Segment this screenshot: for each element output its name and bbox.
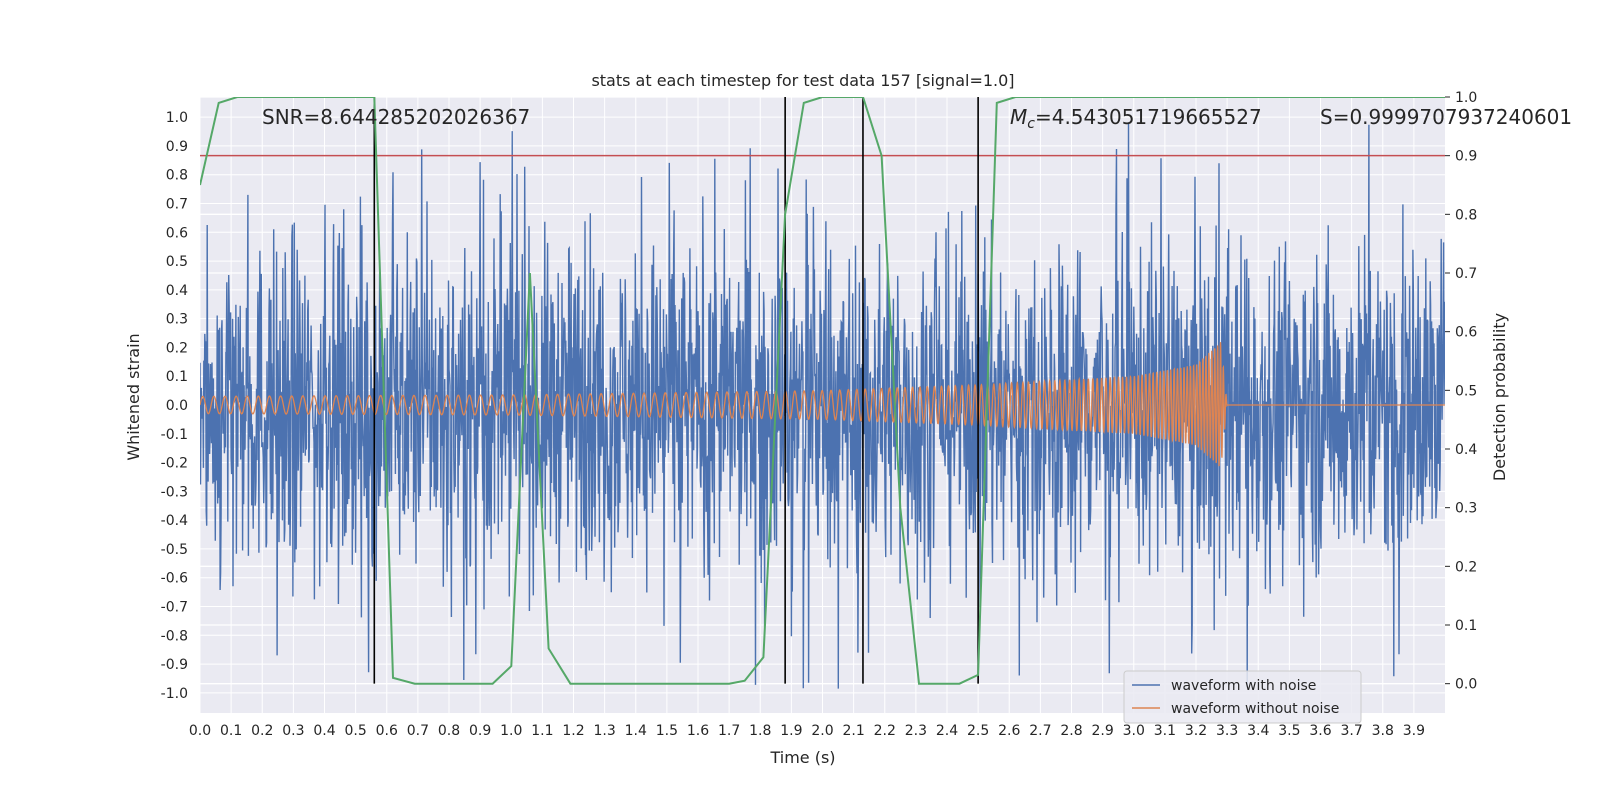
- y-tick-label: -0.3: [161, 484, 188, 500]
- s-annotation: S=0.9999707937240601: [1320, 105, 1572, 129]
- x-tick-label: 1.7: [718, 723, 740, 739]
- x-tick-label: 0.9: [469, 723, 491, 739]
- y2-tick-label: 0.9: [1455, 149, 1477, 165]
- x-tick-label: 0.8: [438, 723, 460, 739]
- series-line-waveform-without-noise: [200, 342, 1445, 467]
- x-tick-label: 0.2: [251, 723, 273, 739]
- x-tick-label: 3.8: [1372, 723, 1394, 739]
- x-tick-label: 0.1: [220, 723, 242, 739]
- y-tick-label: 0.7: [166, 197, 188, 213]
- mc-value: =4.543051719665527: [1035, 105, 1262, 129]
- series-line-waveform-with-noise: [200, 122, 1445, 689]
- legend-box: [1123, 670, 1362, 724]
- snr-annotation: SNR=8.644285202026367: [262, 105, 530, 129]
- y2-tick-label: 0.1: [1455, 618, 1477, 634]
- x-tick-label: 0.5: [344, 723, 366, 739]
- chart-title: stats at each timestep for test data 157…: [591, 71, 1014, 90]
- legend: waveform with noise waveform without noi…: [1123, 670, 1362, 724]
- x-tick-label: 0.3: [282, 723, 304, 739]
- y-tick-label: -0.9: [161, 657, 188, 673]
- x-tick-label: 2.5: [967, 723, 989, 739]
- y2-axis-ticks: 1.0 0.9 0.8 0.7 0.6 0.5 0.4 0.3 0.2 0.1 0.0: [1445, 90, 1477, 693]
- x-tick-label: 1.1: [531, 723, 553, 739]
- x-tick-label: 3.6: [1309, 723, 1331, 739]
- x-tick-label: 3.0: [1123, 723, 1145, 739]
- y-tick-label: 1.0: [166, 110, 188, 126]
- y2-tick-label: 0.7: [1455, 266, 1477, 282]
- x-tick-label: 1.6: [687, 723, 709, 739]
- y-tick-label: -0.8: [161, 628, 188, 644]
- y-tick-label: 0.6: [166, 225, 188, 241]
- x-tick-label: 2.4: [936, 723, 958, 739]
- y2-tick-label: 1.0: [1455, 90, 1477, 106]
- x-tick-label: 3.9: [1403, 723, 1425, 739]
- y2-tick-label: 0.4: [1455, 442, 1477, 458]
- y-tick-label: -1.0: [161, 686, 188, 702]
- x-tick-label: 3.5: [1278, 723, 1300, 739]
- series-layer: [200, 97, 1445, 689]
- x-tick-label: 2.9: [1091, 723, 1113, 739]
- y-axis-label: Whitened strain: [124, 333, 143, 460]
- x-tick-label: 1.5: [656, 723, 678, 739]
- series-line-detection-probability: [200, 97, 1445, 685]
- y-tick-label: 0.2: [166, 340, 188, 356]
- y-tick-label: 0.3: [166, 312, 188, 328]
- x-tick-label: 0.6: [376, 723, 398, 739]
- y-tick-label: 0.1: [166, 369, 188, 385]
- x-tick-label: 3.4: [1247, 723, 1269, 739]
- x-tick-label: 2.0: [811, 723, 833, 739]
- x-tick-label: 2.7: [1029, 723, 1051, 739]
- x-tick-label: 0.0: [189, 723, 211, 739]
- vertical-markers: [373, 97, 979, 684]
- x-axis-label: Time (s): [769, 748, 835, 767]
- y2-tick-label: 0.0: [1455, 677, 1477, 693]
- y-tick-label: -0.1: [161, 427, 188, 443]
- y-tick-label: -0.7: [161, 599, 188, 615]
- x-tick-label: 0.4: [313, 723, 335, 739]
- x-tick-label: 3.2: [1185, 723, 1207, 739]
- y-tick-label: -0.5: [161, 542, 188, 558]
- x-tick-label: 1.8: [749, 723, 771, 739]
- x-axis-ticks: 0.0 0.1 0.2 0.3 0.4 0.5 0.6 0.7 0.8 0.9 1.0 1.1 1.2 1…: [189, 723, 1425, 739]
- x-tick-label: 3.1: [1154, 723, 1176, 739]
- x-tick-label: 1.2: [562, 723, 584, 739]
- x-tick-label: 0.7: [407, 723, 429, 739]
- y-tick-label: -0.4: [161, 513, 188, 529]
- y-tick-label: 0.9: [166, 139, 188, 155]
- x-tick-label: 2.6: [998, 723, 1020, 739]
- y-tick-label: -0.6: [161, 571, 188, 587]
- y2-tick-label: 0.6: [1455, 325, 1477, 341]
- x-tick-label: 1.3: [593, 723, 615, 739]
- mc-annotation: Mc=4.543051719665527: [1010, 105, 1262, 132]
- x-tick-label: 3.3: [1216, 723, 1238, 739]
- y2-tick-label: 0.3: [1455, 501, 1477, 517]
- y-tick-label: 0.8: [166, 168, 188, 184]
- y-axis-ticks: 1.0 0.9 0.8 0.7 0.6 0.5 0.4 0.3 0.2 0.1 0.0 -0.1 -0.…: [161, 110, 188, 702]
- y2-tick-label: 0.5: [1455, 383, 1477, 399]
- x-tick-label: 2.1: [842, 723, 864, 739]
- mc-symbol: M: [1010, 105, 1027, 129]
- legend-entry-waveform-without-noise: waveform without noise: [1171, 701, 1339, 717]
- x-tick-label: 1.9: [780, 723, 802, 739]
- y-tick-label: 0.4: [166, 283, 188, 299]
- x-tick-label: 1.4: [625, 723, 647, 739]
- y-tick-label: 0.5: [166, 254, 188, 270]
- y2-tick-label: 0.8: [1455, 207, 1477, 223]
- x-tick-label: 2.8: [1060, 723, 1082, 739]
- y-tick-label: -0.2: [161, 456, 188, 472]
- mc-subscript: c: [1027, 116, 1035, 132]
- y-tick-label: 0.0: [166, 398, 188, 414]
- y2-tick-label: 0.2: [1455, 559, 1477, 575]
- x-tick-label: 2.3: [905, 723, 927, 739]
- x-tick-label: 2.2: [874, 723, 896, 739]
- x-tick-label: 3.7: [1340, 723, 1362, 739]
- legend-entry-waveform-with-noise: waveform with noise: [1171, 678, 1316, 694]
- x-tick-label: 1.0: [500, 723, 522, 739]
- y2-axis-label: Detection probability: [1490, 313, 1509, 481]
